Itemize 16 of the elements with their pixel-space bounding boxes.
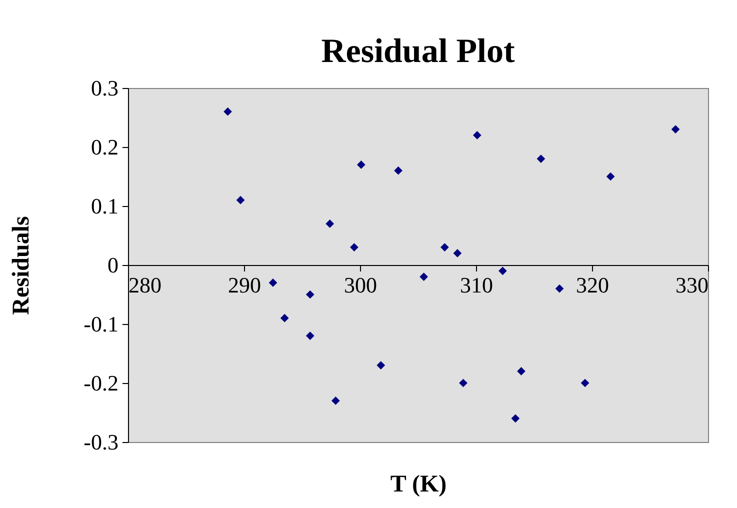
y-tick-label: 0.1	[91, 194, 118, 218]
y-tick-label: -0.1	[84, 312, 118, 336]
y-tick-label: 0	[108, 252, 118, 278]
x-axis-title: T (K)	[390, 472, 447, 498]
x-tick-label: 320	[576, 272, 609, 298]
chart-title: Residual Plot	[321, 33, 516, 70]
y-axis-title: Residuals	[8, 216, 35, 315]
x-tick-label: 330	[676, 272, 708, 298]
y-tick-label: -0.2	[84, 370, 118, 396]
x-tick-label: 300	[344, 272, 377, 298]
x-tick-label: 290	[228, 272, 261, 298]
y-tick-label: 0.2	[91, 134, 118, 160]
x-tick-label: 310	[460, 272, 493, 298]
x-tick-label: 280	[128, 272, 162, 298]
y-tick-label: 0.3	[91, 76, 118, 100]
y-tick-label: -0.3	[84, 430, 118, 454]
